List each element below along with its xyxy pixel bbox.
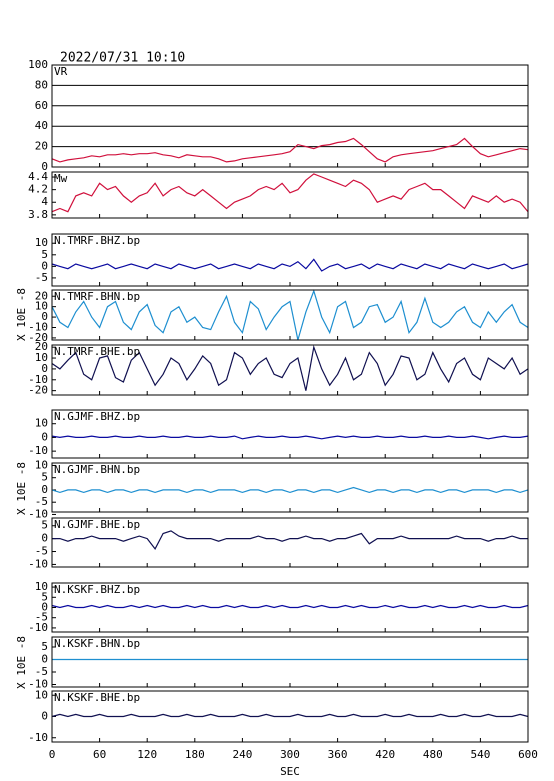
y-tick-label: 10: [35, 351, 48, 364]
panel-frame: [51, 171, 529, 219]
y-tick-label: -5: [35, 271, 48, 284]
y-axis-label: X 10E -8: [15, 462, 28, 515]
y-tick-label: 10: [35, 236, 48, 249]
x-tick-label: 240: [232, 748, 252, 761]
panel-frame: [51, 344, 529, 396]
y-tick-label: 0: [41, 532, 48, 545]
y-tick-label: 4: [41, 195, 48, 208]
y-tick-label: 20: [35, 140, 48, 153]
trace: [51, 258, 529, 272]
panel-frame: [51, 582, 529, 633]
trace: [51, 173, 529, 213]
y-tick-label: 5: [41, 590, 48, 603]
x-tick-label: 300: [280, 748, 300, 761]
panel-name: N.GJMF.BHE.bp: [54, 518, 140, 531]
panel-frame: [51, 517, 529, 568]
y-tick-label: -10: [28, 621, 48, 634]
panel-frame: [51, 462, 529, 513]
y-tick-label: 10: [35, 300, 48, 313]
y-axis-label: X 10E -8: [15, 288, 28, 341]
panel-name: N.GJMF.BHN.bp: [54, 463, 140, 476]
trace: [51, 486, 529, 494]
y-tick-label: -5: [35, 665, 48, 678]
x-tick-label: 0: [49, 748, 56, 761]
x-tick-label: 540: [470, 748, 490, 761]
y-tick-label: 60: [35, 99, 48, 112]
panel-name: N.KSKF.BHE.bp: [54, 691, 140, 704]
panel-frame: [51, 636, 529, 688]
trace: [51, 137, 529, 163]
panel-name: N.KSKF.BHZ.bp: [54, 583, 140, 596]
y-tick-label: 5: [41, 519, 48, 532]
panel-frame: [51, 289, 529, 341]
y-tick-label: 0: [41, 310, 48, 323]
x-tick-label: 60: [93, 748, 106, 761]
y-tick-label: 5: [41, 640, 48, 653]
y-tick-label: 4.2: [28, 183, 48, 196]
panel-frame: [51, 64, 529, 168]
y-tick-label: -20: [28, 384, 48, 397]
y-tick-label: 0: [41, 653, 48, 666]
y-tick-label: 20: [35, 340, 48, 353]
trace: [51, 289, 529, 341]
x-tick-label: 180: [185, 748, 205, 761]
y-tick-label: -5: [35, 545, 48, 558]
y-tick-label: 40: [35, 119, 48, 132]
y-tick-label: 80: [35, 78, 48, 91]
y-tick-label: -5: [35, 611, 48, 624]
y-tick-label: 0: [41, 259, 48, 272]
x-tick-label: 360: [328, 748, 348, 761]
x-tick-label: 600: [518, 748, 538, 761]
x-tick-label: 420: [375, 748, 395, 761]
y-tick-label: 10: [35, 417, 48, 430]
trace: [51, 435, 529, 440]
y-tick-label: 10: [35, 458, 48, 471]
panel-name: N.GJMF.BHZ.bp: [54, 410, 140, 423]
y-tick-label: -10: [28, 321, 48, 334]
y-tick-label: 0: [41, 710, 48, 723]
y-tick-label: 0: [41, 160, 48, 173]
trace: [51, 604, 529, 609]
panel-frame: [51, 233, 529, 287]
panel-name: VR: [54, 65, 68, 78]
y-tick-label: 0: [41, 362, 48, 375]
y-axis-label: X 10E -8: [15, 636, 28, 689]
y-tick-label: -20: [28, 331, 48, 344]
panel-name: N.TMRF.BHZ.bp: [54, 234, 140, 247]
y-tick-label: 0: [41, 483, 48, 496]
y-tick-label: -10: [28, 678, 48, 691]
trace: [51, 713, 529, 718]
y-tick-label: 5: [41, 248, 48, 261]
y-tick-label: -10: [28, 731, 48, 744]
y-tick-label: 10: [35, 580, 48, 593]
y-tick-label: -10: [28, 444, 48, 457]
y-tick-label: 100: [28, 58, 48, 71]
panel-name: Mw: [54, 172, 68, 185]
y-tick-label: 4.4: [28, 170, 48, 183]
panel-name: N.TMRF.BHN.bp: [54, 290, 140, 303]
chart-title: 2022/07/31 10:10: [60, 51, 185, 66]
panel-frame: [51, 409, 529, 459]
x-tick-label: 480: [423, 748, 443, 761]
y-tick-label: -10: [28, 507, 48, 520]
x-tick-label: 120: [137, 748, 157, 761]
y-tick-label: 5: [41, 471, 48, 484]
y-tick-label: 0: [41, 430, 48, 443]
y-tick-label: -10: [28, 557, 48, 570]
y-tick-label: 20: [35, 289, 48, 302]
panel-frame: [51, 690, 529, 743]
y-tick-label: 3.8: [28, 208, 48, 221]
trace: [52, 530, 528, 551]
y-tick-label: 0: [41, 601, 48, 614]
y-tick-label: -5: [35, 495, 48, 508]
panel-name: N.TMRF.BHE.bp: [54, 345, 140, 358]
y-tick-label: 10: [35, 688, 48, 701]
x-axis-label: SEC: [280, 765, 300, 778]
trace: [51, 344, 529, 391]
y-tick-label: -10: [28, 373, 48, 386]
panel-name: N.KSKF.BHN.bp: [54, 637, 140, 650]
